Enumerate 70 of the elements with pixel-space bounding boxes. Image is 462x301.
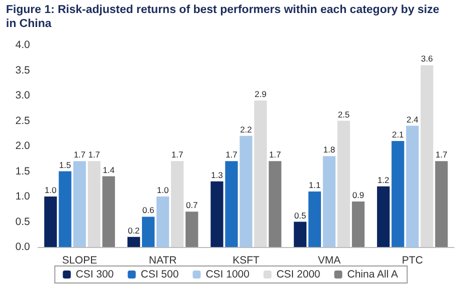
y-tick-label: 2.5: [15, 114, 30, 127]
data-label: 1.0: [44, 185, 57, 195]
data-label: 2.2: [240, 124, 252, 134]
bar: [294, 222, 306, 247]
bar: [406, 126, 419, 247]
x-tick-label: KSFT: [232, 254, 260, 266]
bar: [102, 176, 115, 247]
data-label: 1.5: [59, 160, 72, 170]
y-tick-label: 0.5: [15, 216, 30, 228]
bar: [186, 212, 198, 247]
bar: [308, 191, 321, 247]
data-label: 1.7: [74, 150, 86, 160]
data-label: 1.0: [156, 185, 169, 195]
x-tick-label: NATR: [148, 254, 178, 266]
bar: [210, 181, 224, 247]
bar: [352, 202, 365, 247]
data-label: 2.4: [406, 114, 419, 124]
data-label: 1.7: [436, 150, 448, 160]
y-tick-label: 1.0: [15, 190, 30, 202]
legend-label: CSI 1000: [206, 268, 250, 280]
data-label: 2.5: [338, 109, 350, 120]
bar: [240, 136, 252, 247]
y-tick-label: 2.0: [15, 140, 30, 152]
bar: [377, 186, 390, 247]
data-label: 1.1: [308, 180, 321, 190]
bar: [392, 140, 404, 247]
bar: [171, 161, 184, 247]
x-tick-label: PTC: [402, 254, 424, 266]
bar: [44, 196, 57, 247]
bar: [73, 161, 86, 247]
y-tick-label: 4.0: [15, 39, 30, 51]
bar: [268, 161, 282, 247]
bar: [420, 65, 434, 247]
data-label: 2.9: [254, 89, 267, 100]
bar: [142, 216, 155, 247]
bar: [225, 161, 238, 247]
legend-label: CSI 500: [140, 268, 179, 280]
bar: [88, 161, 100, 247]
data-label: 1.7: [269, 150, 282, 160]
data-label: 1.3: [211, 170, 224, 180]
bar: [127, 236, 140, 247]
data-label: 1.7: [171, 150, 184, 160]
data-label: 0.7: [186, 200, 198, 210]
bar: [435, 161, 448, 247]
y-tick-label: 0.0: [15, 241, 30, 253]
bar: [156, 196, 170, 247]
data-label: 0.5: [294, 210, 306, 220]
data-label: 2.1: [392, 129, 404, 140]
bar: [58, 171, 72, 247]
chart-title: Figure 1: Risk-adjusted returns of best performers within each category by size in China: [5, 3, 440, 31]
y-tick-label: 3.0: [15, 90, 30, 102]
data-label: 1.2: [377, 174, 390, 185]
data-label: 1.8: [323, 144, 336, 155]
data-label: 1.7: [88, 150, 100, 160]
legend-label: CSI 2000: [276, 268, 320, 280]
bar: [322, 156, 336, 247]
data-label: 0.9: [352, 190, 364, 200]
legend-label: CSI 300: [76, 268, 114, 280]
y-tick-label: 1.5: [15, 165, 30, 178]
data-label: 3.6: [421, 54, 434, 64]
data-label: 0.2: [128, 225, 140, 236]
legend-label: China All A: [347, 268, 398, 280]
bar: [254, 100, 267, 247]
data-label: 1.4: [102, 164, 115, 175]
x-tick-label: SLOPE: [62, 254, 98, 266]
y-tick-label: 3.5: [15, 64, 30, 76]
data-label: 0.6: [142, 205, 154, 216]
bar: [337, 120, 350, 247]
x-tick-label: VMA: [318, 254, 341, 266]
data-label: 1.7: [226, 150, 238, 160]
